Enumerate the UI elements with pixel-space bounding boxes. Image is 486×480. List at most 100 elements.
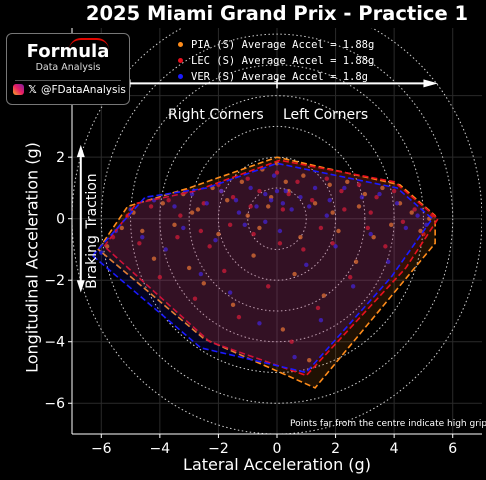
data-point-0: [230, 302, 236, 308]
x-tick-label: 2: [331, 441, 340, 457]
data-point-2: [254, 204, 259, 209]
x-tick-label: −4: [150, 441, 171, 457]
grip-note: Points far from the centre indicate high…: [290, 419, 486, 429]
legend-label-lec: LEC (S) Average Accel = 1.88g: [191, 55, 375, 67]
legend-marker-lec: [178, 58, 183, 63]
data-point-1: [289, 339, 294, 344]
data-point-2: [271, 173, 277, 178]
data-point-0: [371, 234, 376, 240]
data-point-2: [181, 225, 186, 231]
data-point-2: [263, 191, 268, 197]
data-point-2: [280, 201, 286, 206]
data-point-1: [227, 222, 233, 228]
hull-outline-2: [91, 162, 434, 374]
data-point-0: [186, 265, 192, 271]
hull-outline-1: [103, 159, 440, 377]
data-point-0: [345, 179, 350, 184]
x-tick-label: 6: [448, 441, 457, 457]
data-point-1: [175, 234, 180, 240]
data-point-2: [236, 210, 242, 215]
legend-marker-pia: [178, 42, 183, 47]
data-point-1: [192, 296, 198, 301]
data-point-1: [412, 207, 417, 212]
data-point-2: [368, 231, 373, 237]
data-point-1: [309, 198, 315, 203]
y-axis-title: Longitudinal Acceleration (g): [22, 142, 42, 373]
data-point-2: [304, 262, 309, 268]
data-point-1: [318, 225, 324, 231]
y-tick-label: −6: [44, 396, 65, 412]
data-point-0: [418, 228, 423, 234]
data-point-2: [172, 204, 177, 209]
x-tick-label: 0: [273, 441, 282, 457]
data-point-1: [339, 188, 344, 194]
data-point-0: [307, 357, 312, 363]
data-point-0: [292, 271, 297, 277]
data-point-0: [239, 179, 245, 184]
left-corners-label: Left Corners: [283, 107, 369, 123]
legend-item-lec: LEC (S) Average Accel = 1.88g: [178, 53, 374, 69]
data-point-2: [292, 354, 297, 360]
reference-circle: [188, 125, 366, 312]
x-tick-label: 4: [390, 441, 399, 457]
data-point-1: [383, 244, 388, 249]
logo-divider: [15, 80, 121, 81]
data-point-2: [274, 188, 280, 194]
y-tick-label: 2: [56, 150, 65, 166]
data-point-2: [213, 238, 218, 243]
data-point-2: [257, 321, 262, 326]
data-point-1: [245, 176, 250, 181]
data-point-1: [230, 194, 236, 200]
legend-label-ver: VER (S) Average Accel = 1.8g: [191, 71, 369, 83]
legend-item-ver: VER (S) Average Accel = 1.8g: [178, 69, 374, 85]
data-point-2: [324, 213, 329, 218]
braking-label: Braking: [84, 235, 100, 289]
data-point-2: [342, 185, 347, 191]
data-point-0: [195, 207, 201, 212]
y-tick-label: −4: [44, 335, 65, 351]
reference-circle: [247, 187, 307, 250]
social-handle: @FDataAnalysis: [41, 84, 126, 96]
traction-label: Traction: [84, 173, 100, 229]
data-point-2: [424, 222, 429, 228]
data-point-0: [280, 327, 286, 332]
data-point-2: [377, 191, 382, 197]
data-point-2: [198, 271, 204, 277]
data-point-1: [348, 274, 353, 280]
reference-circle: [159, 95, 395, 343]
data-point-2: [289, 207, 294, 212]
data-point-1: [178, 213, 183, 218]
data-point-0: [257, 225, 262, 231]
data-point-2: [233, 198, 239, 203]
data-point-0: [409, 210, 414, 215]
x-tick-label: −6: [91, 441, 112, 457]
chart-title: 2025 Miami Grand Prix - Practice 1: [85, 2, 469, 25]
data-point-0: [327, 182, 332, 188]
data-point-2: [204, 201, 209, 206]
data-point-2: [333, 244, 338, 249]
y-tick-label: 0: [56, 212, 65, 228]
data-point-2: [327, 198, 332, 203]
social-handle-row: 𝕏 @FDataAnalysis: [13, 84, 126, 96]
data-point-0: [104, 244, 110, 249]
legend-item-pia: PIA (S) Average Accel = 1.88g: [178, 37, 374, 53]
data-point-1: [368, 210, 373, 215]
plot-area: [72, 28, 482, 434]
data-point-2: [359, 194, 365, 200]
data-point-1: [248, 204, 253, 209]
data-point-0: [151, 256, 157, 261]
data-point-0: [216, 231, 221, 237]
data-point-2: [248, 185, 253, 191]
data-point-1: [374, 194, 379, 200]
hull-outline-0: [97, 156, 436, 389]
instagram-icon: [13, 84, 24, 95]
data-point-0: [330, 210, 335, 215]
data-point-0: [389, 222, 394, 228]
data-point-0: [336, 228, 341, 234]
data-point-1: [295, 179, 300, 184]
data-point-2: [227, 290, 233, 295]
data-point-0: [321, 293, 327, 298]
data-point-2: [394, 201, 400, 206]
data-point-2: [312, 185, 318, 191]
logo-subtitle: Data Analysis: [35, 62, 101, 73]
